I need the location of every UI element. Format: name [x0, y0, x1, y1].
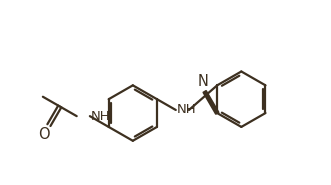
- Text: NH: NH: [91, 110, 110, 123]
- Text: NH: NH: [176, 103, 196, 117]
- Text: O: O: [38, 127, 50, 142]
- Text: N: N: [198, 74, 209, 89]
